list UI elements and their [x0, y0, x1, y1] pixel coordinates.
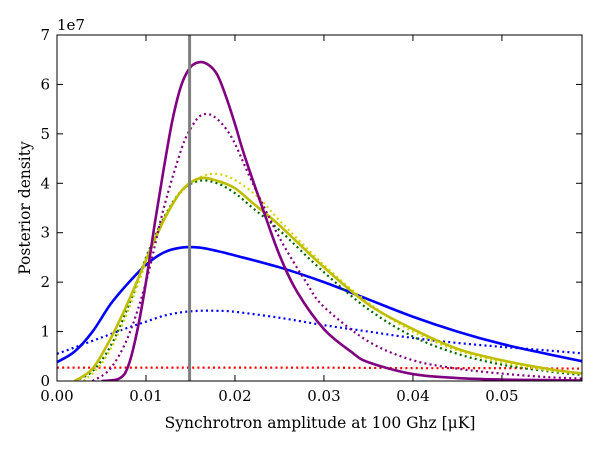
series-line-3: [74, 179, 582, 381]
y-tick-label: 2: [40, 273, 50, 291]
series-line-7: [101, 60, 582, 381]
x-tick-label: 0.01: [129, 387, 162, 405]
series-line-0: [57, 366, 582, 370]
y-tick-label: 5: [40, 125, 50, 143]
y-tick-label: 0: [40, 372, 50, 390]
series-line-4: [82, 172, 582, 381]
series-line-1: [57, 309, 582, 355]
series-line-2: [57, 245, 582, 364]
y-tick-label: 6: [40, 75, 50, 93]
tick-layer: 0.00 0.01 0.02 0.03 0.04 0.05 0 1 2 3 4 5 6 7: [40, 26, 582, 405]
x-tick-label: 0.05: [485, 387, 518, 405]
x-tick-label: 0.03: [307, 387, 340, 405]
x-axis-title: Synchrotron amplitude at 100 Ghz [μK]: [165, 414, 476, 432]
y-offset-label: 1e7: [57, 16, 85, 34]
plot-frame: [56, 34, 583, 382]
series-line-5: [74, 176, 582, 381]
y-tick-label: 3: [40, 224, 50, 242]
y-tick-label: 7: [40, 26, 50, 44]
x-tick-label: 0.04: [396, 387, 429, 405]
x-tick-label: 0.00: [40, 387, 73, 405]
y-tick-label: 1: [40, 323, 50, 341]
x-tick-label: 0.02: [218, 387, 251, 405]
series-layer: [57, 60, 582, 381]
series-line-6: [91, 112, 582, 381]
y-axis-title: Posterior density: [16, 141, 34, 275]
y-tick-label: 4: [40, 174, 50, 192]
